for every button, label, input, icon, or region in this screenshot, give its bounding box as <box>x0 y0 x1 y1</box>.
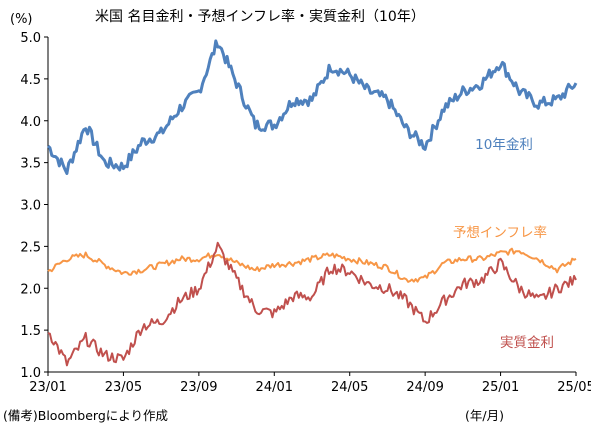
y-tick-label: 5.0 <box>20 31 41 46</box>
series-label: 10年金利 <box>475 137 533 153</box>
series-lines <box>46 39 578 367</box>
series-line <box>46 39 578 175</box>
series-label: 予想インフレ率 <box>453 224 547 241</box>
y-tick-label: 3.0 <box>20 199 41 214</box>
plot-frame <box>47 37 576 373</box>
y-axis: 1.0 1.5 2.0 2.5 3.0 3.5 4.0 4.5 5.0 <box>20 31 48 381</box>
x-tick-label: 25/01 <box>482 380 519 395</box>
series-line <box>47 241 577 367</box>
source-note: (備考)Bloombergにより作成 <box>3 408 168 423</box>
y-tick-label: 3.5 <box>20 157 41 172</box>
x-tick-label: 24/09 <box>406 380 443 395</box>
x-tick-label: 23/05 <box>105 380 142 395</box>
y-tick-label: 4.5 <box>20 73 41 88</box>
y-tick-label: 4.0 <box>20 115 41 130</box>
x-tick-label: 23/01 <box>29 380 66 395</box>
y-tick-label: 1.5 <box>20 324 41 339</box>
y-tick-label: 2.0 <box>20 282 41 297</box>
y-tick-label: 2.5 <box>20 240 41 255</box>
series-label: 実質金利 <box>500 335 554 351</box>
x-tick-label: 24/01 <box>256 380 293 395</box>
x-axis: 23/01 23/05 23/09 24/01 24/05 24/09 25/01 25/05 <box>29 372 591 395</box>
y-tick-label: 1.0 <box>20 366 41 381</box>
series-line <box>47 247 577 283</box>
x-axis-unit: (年/月) <box>465 408 504 423</box>
chart-title: 米国 名目金利・予想インフレ率・実質金利（10年） <box>95 8 425 25</box>
x-tick-label: 25/05 <box>557 380 591 395</box>
x-tick-label: 24/05 <box>331 380 368 395</box>
x-tick-label: 23/09 <box>180 380 217 395</box>
y-axis-unit: (%) <box>10 12 33 27</box>
